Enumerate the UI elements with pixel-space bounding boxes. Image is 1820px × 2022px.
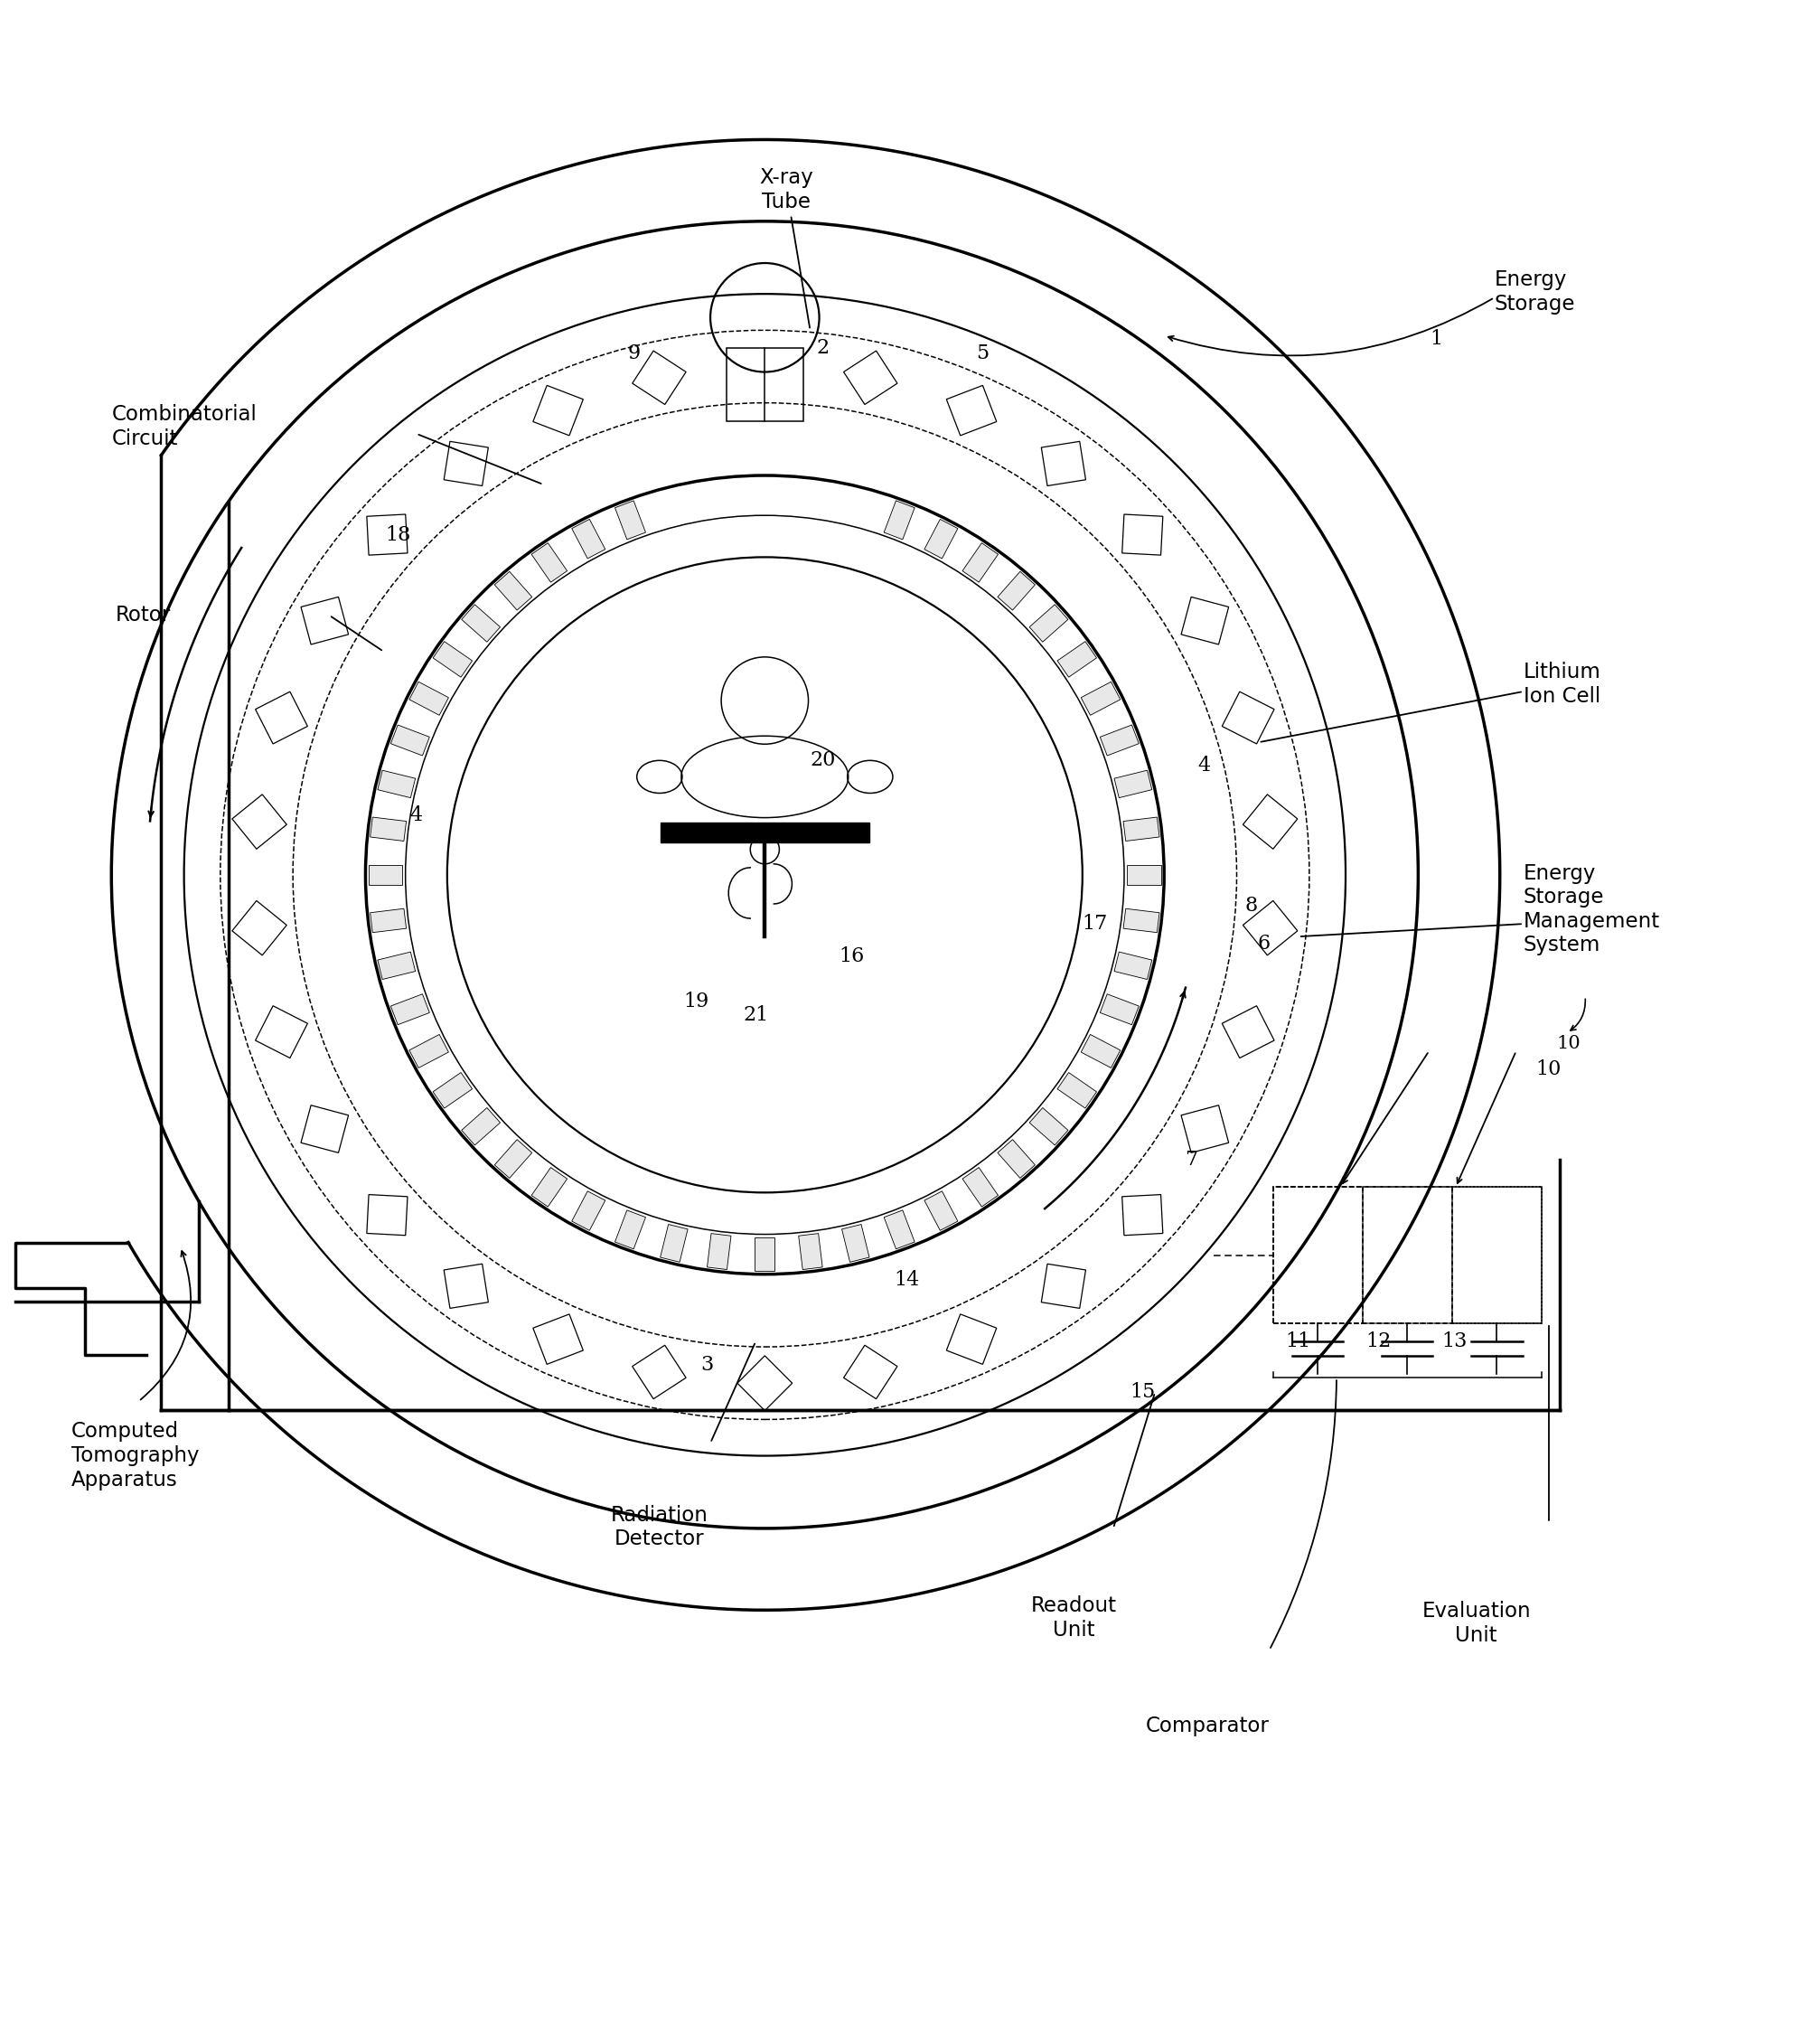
Bar	[369, 817, 406, 841]
Bar	[997, 1140, 1036, 1179]
Bar	[391, 726, 430, 756]
Text: 6: 6	[1258, 934, 1270, 954]
Bar	[661, 823, 870, 843]
Bar	[495, 1140, 531, 1179]
Text: 4: 4	[1198, 756, 1210, 776]
Text: Rotor: Rotor	[115, 605, 171, 625]
Bar	[571, 520, 606, 558]
Bar	[963, 544, 997, 582]
Bar	[708, 1233, 732, 1270]
Text: 18: 18	[386, 526, 411, 546]
Text: 1: 1	[1431, 330, 1443, 350]
Text: 13: 13	[1441, 1330, 1467, 1351]
Bar	[661, 1225, 688, 1262]
Bar	[410, 681, 448, 716]
Text: 12: 12	[1365, 1330, 1390, 1351]
Bar	[997, 572, 1036, 611]
Bar	[1057, 1072, 1097, 1108]
Bar	[925, 1191, 957, 1231]
Bar	[433, 1072, 471, 1108]
Text: 2: 2	[817, 338, 830, 358]
Text: 21: 21	[743, 1005, 768, 1025]
Text: 9: 9	[628, 344, 641, 364]
Bar	[1030, 1108, 1068, 1144]
Bar	[1081, 1035, 1121, 1068]
Bar	[925, 520, 957, 558]
Bar	[885, 1211, 915, 1250]
Text: 3: 3	[701, 1355, 713, 1375]
Bar	[885, 501, 915, 540]
Text: 14: 14	[894, 1270, 919, 1290]
Text: 10: 10	[1556, 1035, 1580, 1051]
Text: Energy
Storage: Energy Storage	[1494, 269, 1576, 315]
Bar	[369, 908, 406, 932]
Bar	[1057, 641, 1097, 677]
Bar	[615, 1211, 646, 1250]
Text: Comparator: Comparator	[1147, 1715, 1270, 1737]
Bar	[377, 952, 415, 979]
Text: Computed
Tomography
Apparatus: Computed Tomography Apparatus	[71, 1421, 200, 1490]
Bar	[1127, 865, 1161, 886]
Bar	[1123, 908, 1159, 932]
Bar	[615, 501, 646, 540]
Bar	[1272, 1187, 1542, 1322]
Bar	[1114, 770, 1152, 799]
Bar	[843, 1225, 870, 1262]
Bar	[462, 1108, 500, 1144]
Text: 15: 15	[1130, 1383, 1156, 1401]
Text: Readout
Unit: Readout Unit	[1030, 1595, 1116, 1640]
Bar	[1030, 605, 1068, 641]
Text: 4: 4	[410, 805, 422, 825]
Text: Radiation
Detector: Radiation Detector	[612, 1504, 708, 1549]
Bar	[410, 1035, 448, 1068]
Bar	[495, 572, 531, 611]
Bar	[1099, 995, 1139, 1025]
Bar	[531, 1167, 568, 1207]
Text: 19: 19	[682, 993, 708, 1011]
Text: 8: 8	[1245, 896, 1258, 916]
Bar	[1123, 817, 1159, 841]
Bar	[799, 1233, 823, 1270]
Text: Combinatorial
Circuit: Combinatorial Circuit	[111, 404, 257, 449]
Bar	[391, 995, 430, 1025]
Text: 10: 10	[1536, 1060, 1562, 1080]
Bar	[726, 348, 803, 421]
Bar	[1452, 1187, 1542, 1322]
Bar	[1099, 726, 1139, 756]
Bar	[963, 1167, 997, 1207]
Text: Evaluation
Unit: Evaluation Unit	[1421, 1601, 1531, 1646]
Bar	[755, 1237, 775, 1272]
Bar	[377, 770, 415, 799]
Bar	[368, 865, 402, 886]
Text: 20: 20	[810, 750, 835, 770]
Bar	[1363, 1187, 1452, 1322]
Bar	[571, 1191, 606, 1231]
Bar	[1081, 681, 1121, 716]
Text: 16: 16	[839, 946, 864, 967]
Text: 17: 17	[1083, 914, 1108, 934]
Text: Lithium
Ion Cell: Lithium Ion Cell	[1523, 661, 1602, 706]
Bar	[462, 605, 500, 641]
Bar	[1114, 952, 1152, 979]
Text: 11: 11	[1285, 1330, 1310, 1351]
Bar	[1272, 1187, 1363, 1322]
Text: X-ray
Tube: X-ray Tube	[759, 168, 814, 328]
Text: 5: 5	[976, 344, 988, 364]
Text: 7: 7	[1185, 1151, 1198, 1171]
Text: Energy
Storage
Management
System: Energy Storage Management System	[1523, 863, 1660, 956]
Bar	[531, 544, 568, 582]
Bar	[433, 641, 471, 677]
